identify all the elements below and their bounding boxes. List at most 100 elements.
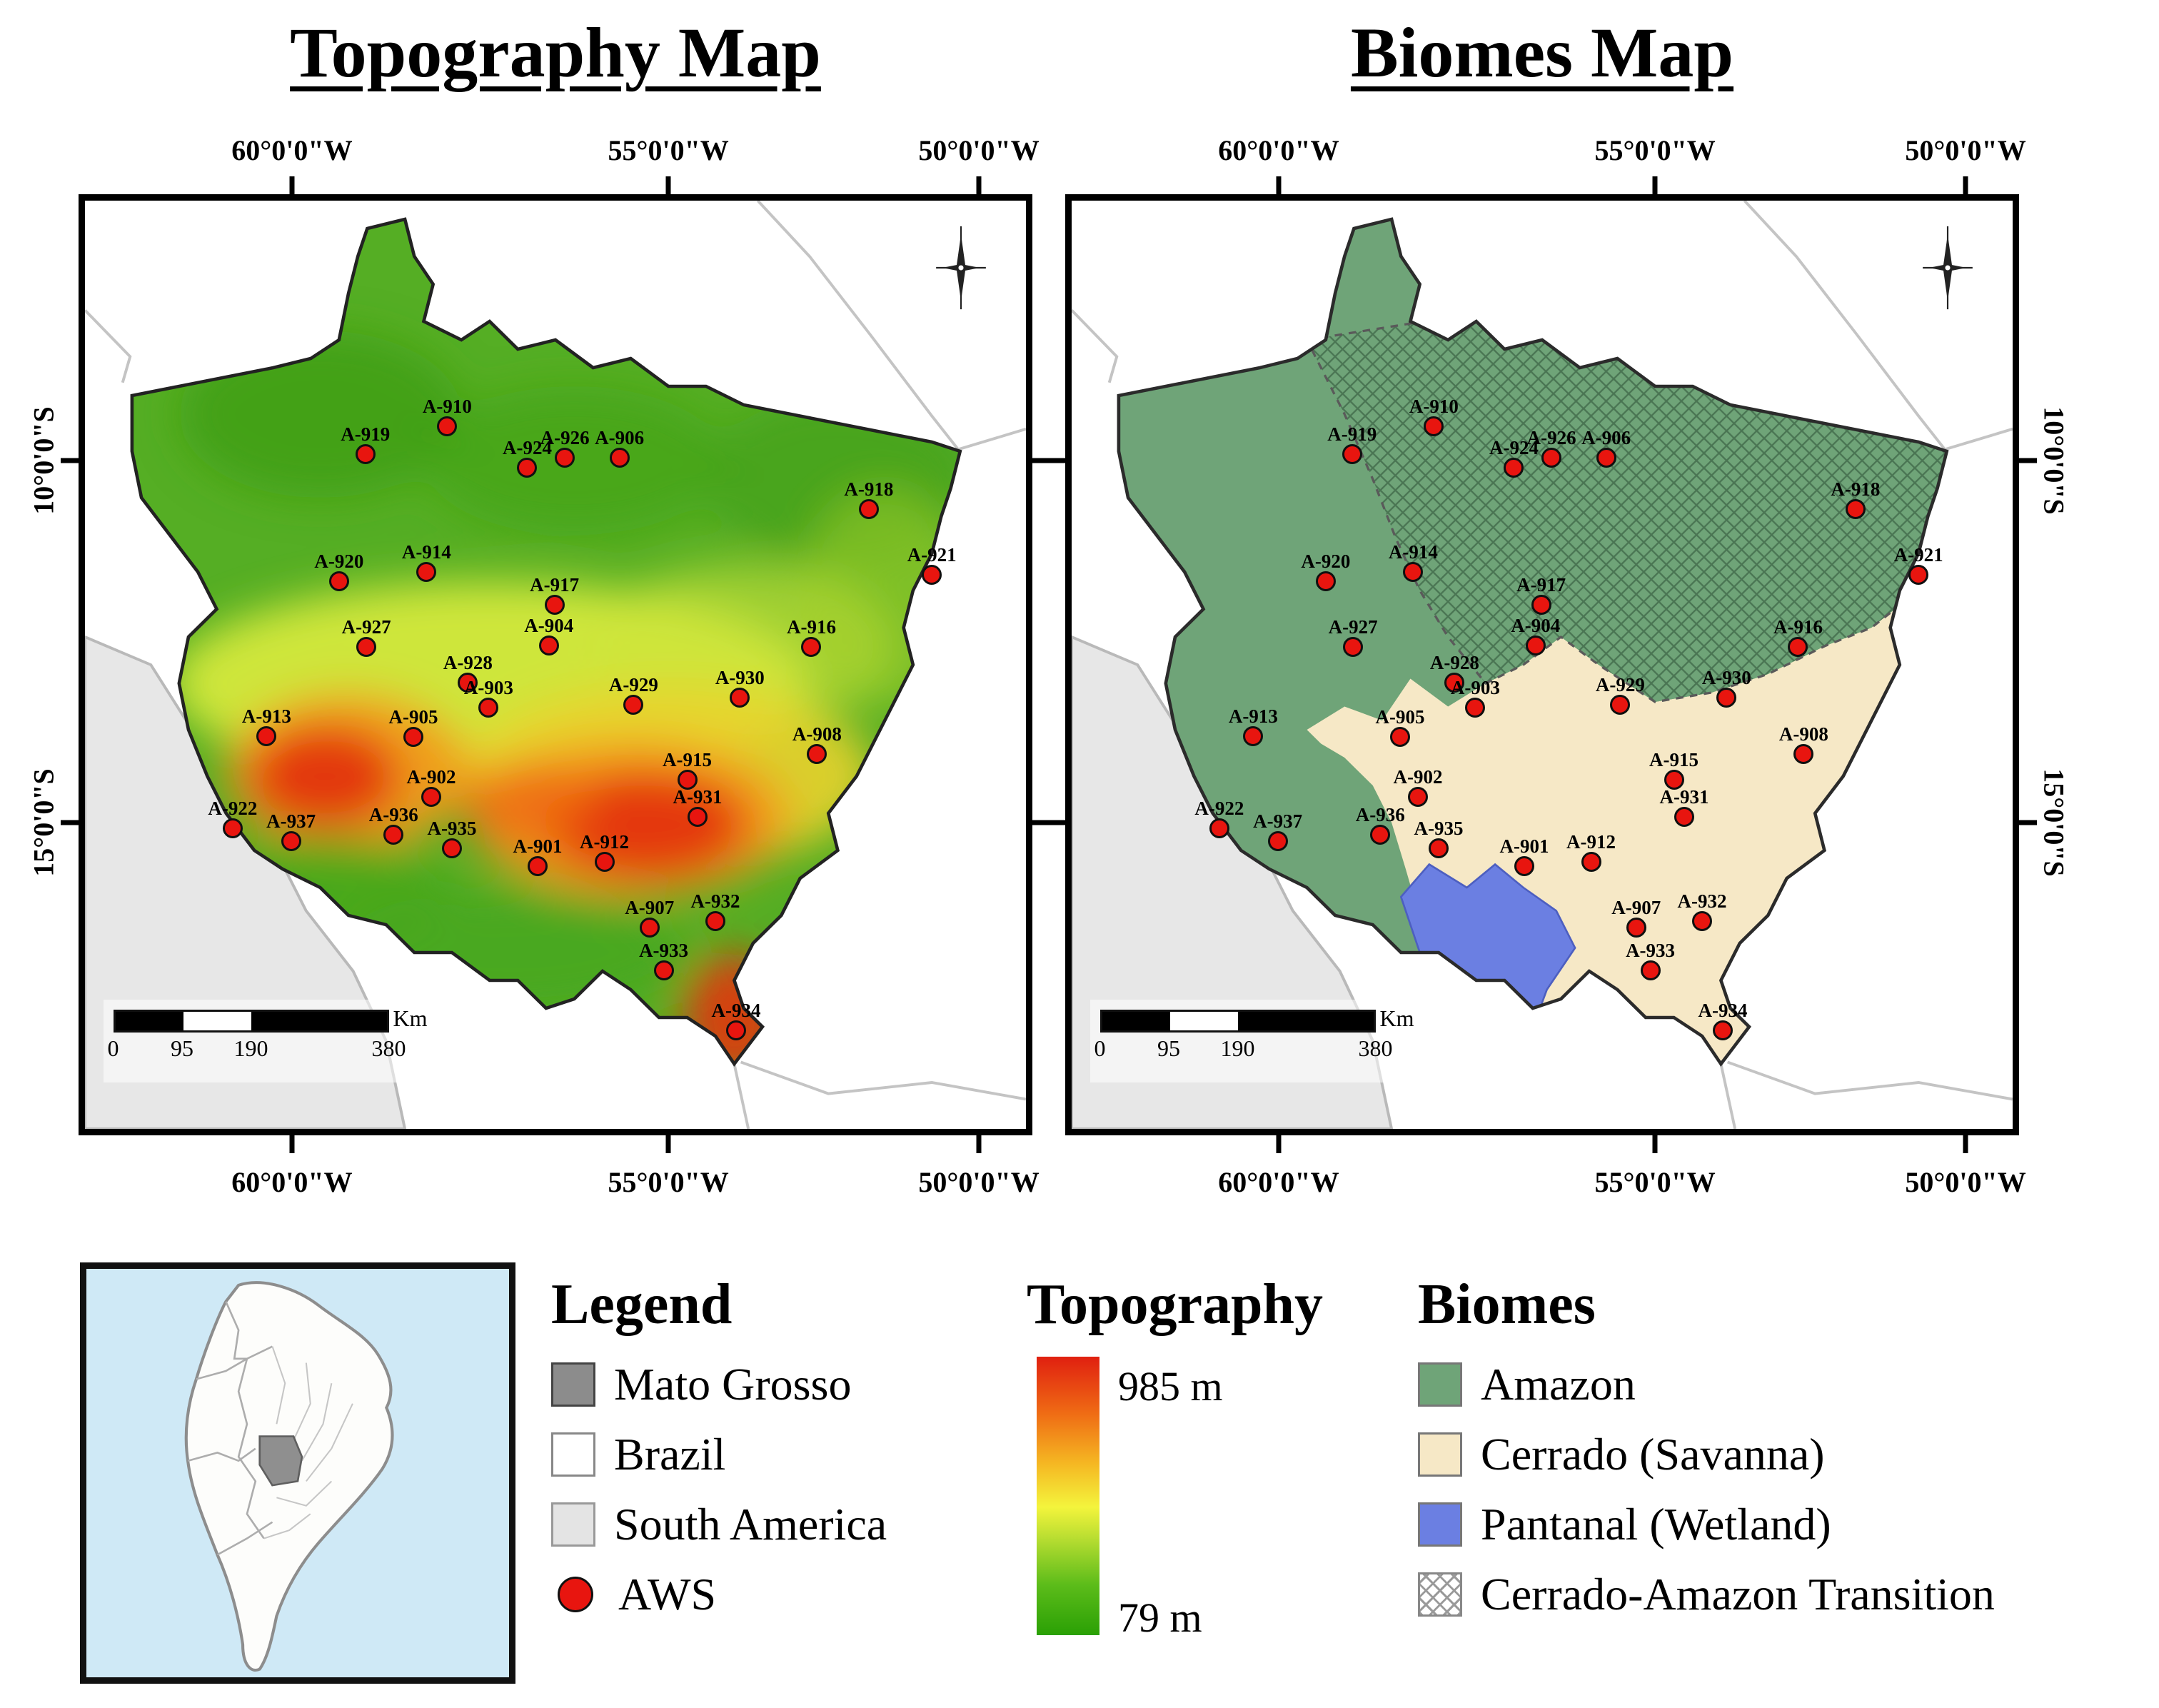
aws-station-label: A-934: [1698, 1000, 1748, 1022]
scale-number: 0: [107, 1035, 119, 1061]
aws-station-dot: [677, 770, 698, 790]
graticule-tick: [976, 176, 982, 194]
neighbor-boundaries: [85, 201, 1026, 1129]
aws-station-dot: [1389, 727, 1410, 748]
aws-station-dot: [1581, 851, 1601, 872]
topography-map-art: [85, 201, 1026, 1129]
aws-station-dot: [801, 637, 822, 658]
aws-station-dot: [1315, 571, 1336, 591]
compass-rose-icon: [1923, 226, 1973, 309]
aws-station-label: A-922: [208, 797, 258, 819]
aws-station-dot: [1596, 448, 1616, 468]
biome-item-label: Cerrado-Amazon Transition: [1481, 1569, 1995, 1619]
graticule-tick: [1276, 1135, 1282, 1153]
aws-station-label: A-907: [625, 896, 675, 918]
biomes-map-art: [1072, 201, 2013, 1129]
aws-station-dot: [527, 856, 548, 877]
aws-station-dot: [623, 694, 644, 715]
biomes-legend-title: Biomes: [1418, 1273, 1596, 1336]
graticule-tick: [1032, 458, 1050, 463]
aws-station-label: A-937: [1253, 810, 1303, 832]
latitude-label: 15°0'0"S: [27, 768, 60, 877]
aws-station-label: A-935: [1414, 818, 1464, 840]
aws-station-dot: [858, 498, 879, 519]
biome-item-amazon: Amazon: [1418, 1358, 1636, 1411]
aws-station-label: A-906: [595, 427, 645, 449]
scale-unit-label: Km: [393, 1005, 428, 1031]
aws-station-label: A-929: [608, 673, 658, 695]
scale-bar: Km 0 95 190 380: [103, 999, 453, 1082]
aws-station-dot: [1343, 637, 1364, 658]
brazil-swatch: [551, 1432, 595, 1477]
legend-title: Legend: [551, 1273, 733, 1336]
biome-item-transition: Cerrado-Amazon Transition: [1418, 1568, 1995, 1621]
aws-station-dot: [437, 416, 458, 436]
aws-station-dot: [1692, 910, 1713, 931]
topography-map-frame: A-919 A-910 A-924 A-926 A-906 A-918 A-921 A-920…: [28, 134, 1050, 1198]
aws-station-label: A-904: [1511, 614, 1561, 636]
graticule-tick: [1047, 458, 1065, 463]
aws-station-label: A-902: [1393, 765, 1443, 788]
elevation-min-label: 79 m: [1118, 1594, 1202, 1641]
transition-swatch: [1418, 1572, 1462, 1617]
aws-station-dot: [544, 594, 565, 615]
scale-number: 95: [1157, 1035, 1181, 1061]
longitude-label: 50°0'0"W: [1905, 134, 2026, 166]
aws-station-label: A-917: [530, 573, 580, 596]
south-america-swatch: [551, 1502, 595, 1547]
aws-station-label: A-904: [524, 614, 574, 636]
aws-station-label: A-901: [1499, 835, 1549, 858]
scale-number: 190: [233, 1035, 268, 1061]
aws-station-label: A-920: [1301, 551, 1351, 572]
longitude-label: 50°0'0"W: [1905, 1166, 2026, 1198]
aws-station-dot: [1504, 458, 1524, 478]
aws-station-label: A-929: [1595, 673, 1645, 695]
aws-station-label: A-932: [1677, 890, 1727, 912]
aws-station-label: A-921: [907, 543, 957, 566]
aws-station-label: A-913: [1228, 705, 1278, 728]
legend-item-label: South America: [614, 1499, 887, 1549]
scale-numbers: 0 95 190 380: [1094, 1035, 1393, 1067]
aws-station-dot: [1444, 672, 1465, 693]
aws-station-dot: [1209, 818, 1229, 838]
aws-station-label: A-928: [1429, 651, 1479, 673]
mato-grosso-swatch: [551, 1362, 595, 1407]
longitude-label: 60°0'0"W: [1218, 134, 1339, 166]
scale-segment: [1102, 1011, 1170, 1030]
stations-layer: A-919 A-910 A-924 A-926 A-906 A-918 A-921 A-920…: [85, 201, 1026, 1129]
aws-station-dot: [1424, 416, 1444, 436]
aws-station-label: A-917: [1516, 573, 1566, 596]
aws-station-label: A-915: [1649, 749, 1699, 771]
legend-item-aws: AWS: [551, 1568, 716, 1621]
legend-item-mato-grosso: Mato Grosso: [551, 1358, 851, 1411]
latitude-label: 15°0'0"S: [2038, 768, 2070, 877]
aws-station-label: A-926: [1526, 427, 1576, 449]
longitude-label: 60°0'0"W: [231, 134, 353, 166]
aws-station-dot: [1465, 697, 1486, 718]
graticule-tick: [1963, 1135, 1968, 1153]
aws-station-dot: [356, 637, 377, 658]
legend-item-label: Brazil: [614, 1429, 726, 1480]
aws-station-label: A-906: [1581, 427, 1631, 449]
aws-station-dot: [639, 917, 660, 938]
topography-legend-title: Topography: [1027, 1273, 1323, 1336]
aws-station-dot: [922, 564, 942, 585]
topography-map-canvas: A-919 A-910 A-924 A-926 A-906 A-918 A-921 A-920…: [85, 201, 1026, 1129]
graticule-tick: [665, 1135, 671, 1153]
aws-station-label: A-933: [639, 939, 689, 961]
scale-bar-graphic: [113, 1009, 389, 1033]
aws-station-dot: [1243, 726, 1264, 747]
aws-station-dot: [281, 831, 301, 851]
aws-station-label: A-928: [443, 651, 493, 673]
latitude-label: 10°0'0"S: [2038, 406, 2070, 515]
aws-station-dot: [442, 838, 463, 859]
aws-station-dot: [383, 824, 404, 845]
country-borders: [187, 1301, 273, 1556]
aws-station-dot: [458, 672, 478, 693]
aws-station-dot: [1716, 687, 1737, 708]
graticule-tick: [1032, 820, 1050, 825]
aws-station-label: A-919: [341, 423, 391, 445]
aws-station-dot: [1788, 637, 1808, 658]
pantanal-swatch: [1418, 1502, 1462, 1547]
aws-station-dot: [1713, 1020, 1733, 1041]
